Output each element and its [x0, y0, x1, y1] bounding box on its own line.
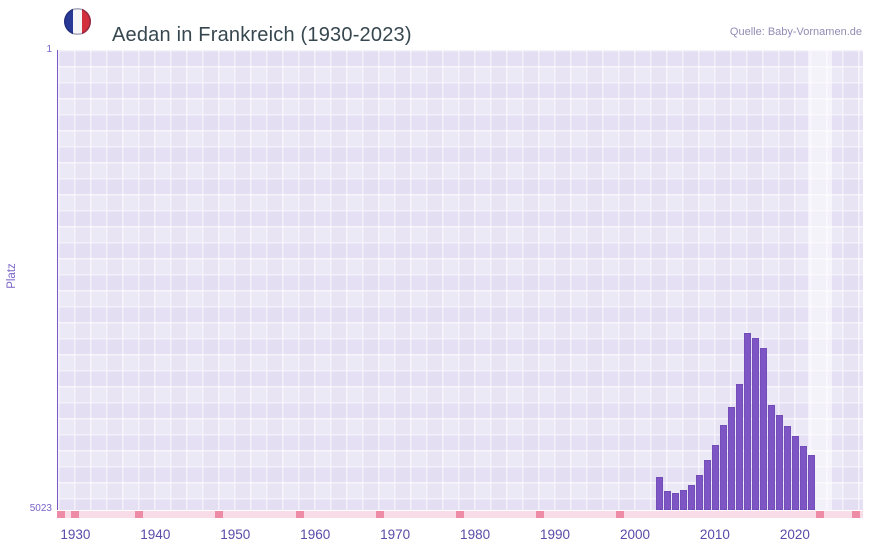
bar-2015[interactable] — [752, 338, 760, 510]
bar-2013[interactable] — [736, 384, 744, 510]
strip-mark — [135, 511, 144, 518]
strip-mark — [295, 511, 304, 518]
y-tick-worst-rank: 5023 — [29, 503, 52, 514]
strip-mark — [375, 511, 384, 518]
bar-2022[interactable] — [808, 454, 816, 510]
bars-layer — [58, 50, 863, 510]
x-tick-2000: 2000 — [619, 527, 650, 542]
x-tick-1990: 1990 — [539, 527, 571, 542]
bar-2018[interactable] — [776, 415, 784, 510]
y-tick-best-rank: 1 — [46, 44, 52, 55]
bar-2012[interactable] — [728, 407, 736, 510]
strip-mark — [215, 511, 224, 518]
bar-2019[interactable] — [784, 426, 792, 510]
bar-2017[interactable] — [768, 405, 776, 510]
x-axis-ticks: 1930 1940 1950 1960 1970 1980 1990 2000 2010 2020 — [57, 527, 862, 547]
x-tick-2010: 2010 — [699, 527, 730, 542]
strip-mark — [71, 511, 80, 518]
y-axis-title: Platz — [5, 263, 18, 289]
plot-area — [57, 50, 863, 510]
bar-2014[interactable] — [744, 332, 752, 510]
strip-mark — [57, 511, 65, 518]
x-tick-1950: 1950 — [220, 527, 251, 542]
bar-2016[interactable] — [760, 347, 768, 510]
bar-2011[interactable] — [720, 425, 728, 510]
chart-title: Aedan in Frankreich (1930-2023) — [112, 24, 412, 47]
bar-2020[interactable] — [792, 436, 800, 510]
bar-2007[interactable] — [688, 485, 696, 510]
bar-2004[interactable] — [664, 490, 672, 510]
x-tick-1960: 1960 — [300, 527, 331, 542]
france-flag-icon — [64, 8, 91, 35]
bar-2005[interactable] — [672, 493, 680, 510]
bottom-strip — [57, 511, 863, 518]
x-tick-2020: 2020 — [779, 527, 810, 542]
x-tick-1970: 1970 — [380, 527, 411, 542]
highlight-band — [807, 50, 832, 510]
strip-mark — [851, 511, 860, 518]
bar-2010[interactable] — [712, 444, 720, 510]
bar-2009[interactable] — [704, 460, 712, 510]
bar-2008[interactable] — [696, 474, 704, 510]
x-tick-1940: 1940 — [140, 527, 171, 542]
strip-mark — [455, 511, 464, 518]
bar-2021[interactable] — [800, 445, 808, 510]
x-tick-1930: 1930 — [60, 527, 91, 542]
x-tick-1980: 1980 — [460, 527, 491, 542]
strip-mark — [535, 511, 544, 518]
bar-2003[interactable] — [656, 476, 664, 510]
strip-mark — [615, 511, 624, 518]
bar-2006[interactable] — [680, 489, 688, 510]
strip-mark — [815, 511, 824, 518]
source-credit: Quelle: Baby-Vornamen.de — [729, 26, 862, 38]
